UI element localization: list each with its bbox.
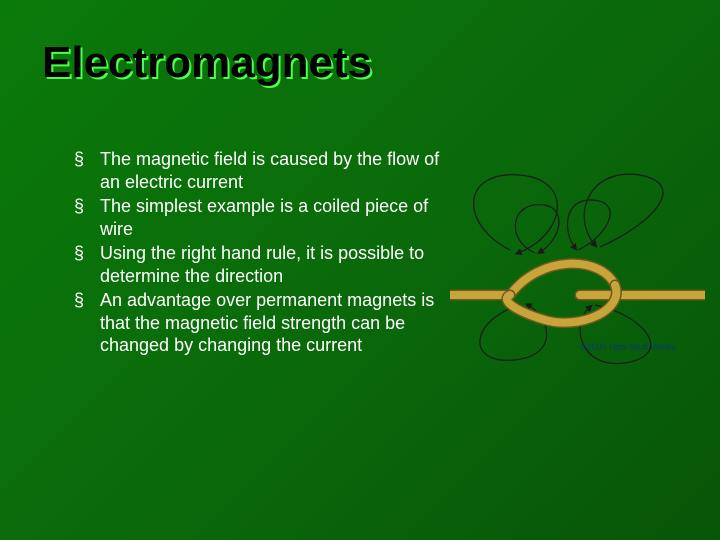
image-credit: ©2000 How Stuff Works — [580, 342, 676, 352]
bullet-item: The magnetic field is caused by the flow… — [70, 148, 440, 193]
bullet-item: Using the right hand rule, it is possibl… — [70, 242, 440, 287]
bullet-item: An advantage over permanent magnets is t… — [70, 289, 440, 357]
bullet-item: The simplest example is a coiled piece o… — [70, 195, 440, 240]
bullet-list: The magnetic field is caused by the flow… — [70, 148, 440, 359]
slide-title: Electromagnets — [42, 38, 372, 88]
